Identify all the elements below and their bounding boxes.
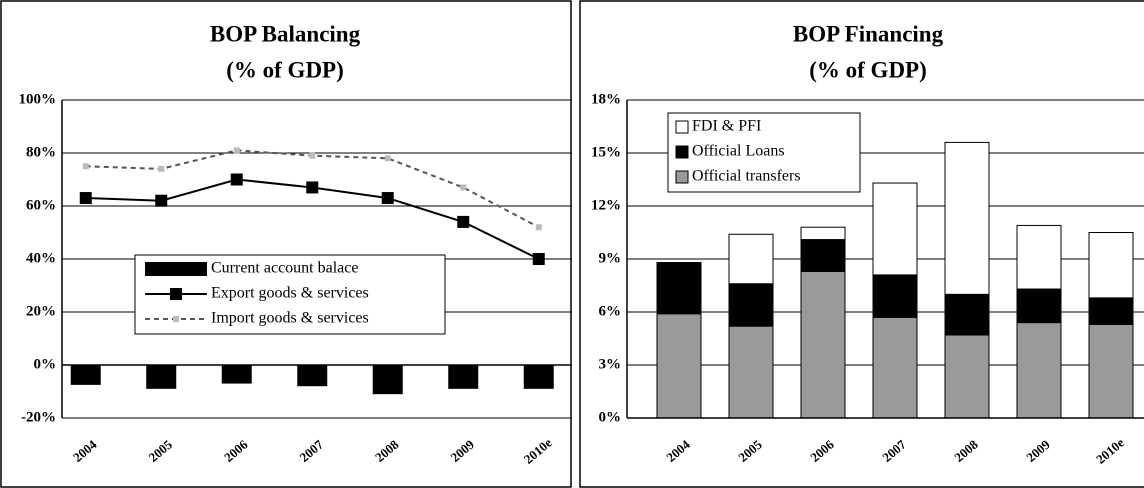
x-tick-label: 2008 [372, 436, 402, 465]
y-tick-label: 0% [34, 356, 57, 372]
bar-segment [1016, 322, 1062, 419]
bar-segment [872, 182, 918, 276]
chart-title: BOP Financing [793, 21, 944, 46]
marker [309, 152, 316, 159]
bar [523, 365, 554, 389]
bar [448, 365, 479, 389]
marker [381, 192, 394, 205]
bar [146, 365, 177, 389]
y-tick-label: 80% [26, 144, 56, 160]
legend-swatch [145, 262, 207, 276]
y-tick-label: 12% [591, 197, 621, 213]
x-tick-label: 2010e [1093, 435, 1127, 467]
legend-label: Current account balace [211, 260, 358, 277]
chart-subtitle: (% of GDP) [809, 57, 927, 82]
x-tick-label: 2005 [735, 436, 765, 465]
y-tick-label: -20% [21, 409, 56, 425]
x-tick-label: 2006 [807, 436, 837, 465]
marker [233, 147, 240, 154]
bar-segment [1016, 288, 1062, 324]
panel-border [579, 0, 1144, 488]
bar-segment [800, 239, 846, 272]
legend-label: Official transfers [692, 168, 801, 185]
bar [221, 365, 252, 384]
bar-segment [1016, 224, 1062, 290]
y-tick-label: 100% [19, 91, 57, 107]
legend-swatch [675, 120, 689, 134]
x-tick-label: 2009 [447, 436, 477, 465]
y-tick-label: 40% [26, 250, 56, 266]
x-tick-label: 2007 [296, 436, 326, 465]
x-tick-label: 2004 [70, 436, 100, 465]
marker [79, 192, 92, 205]
x-tick-label: 2010e [521, 435, 555, 467]
bar-segment [872, 274, 918, 318]
marker [535, 224, 542, 231]
bar-segment [656, 313, 702, 419]
panel-border [0, 0, 572, 488]
bar-segment [800, 226, 846, 241]
x-tick-label: 2007 [879, 436, 909, 465]
legend-marker [170, 288, 182, 300]
bar-segment [728, 325, 774, 419]
legend-marker [173, 316, 179, 322]
marker [457, 215, 470, 228]
marker [230, 173, 243, 186]
bar-segment [944, 293, 990, 336]
bar-segment [944, 141, 990, 295]
x-tick-label: 2005 [145, 436, 175, 465]
bar [372, 365, 403, 395]
marker [384, 155, 391, 162]
bar [297, 365, 328, 387]
marker [82, 163, 89, 170]
bar-segment [1088, 232, 1134, 299]
bar-segment [728, 283, 774, 327]
marker [532, 253, 545, 265]
legend-swatch [675, 170, 689, 184]
y-tick-label: 3% [599, 356, 622, 372]
legend-label: FDI & PFI [692, 118, 761, 135]
legend-swatch [675, 145, 689, 159]
marker [460, 184, 467, 191]
y-tick-label: 0% [599, 409, 622, 425]
y-tick-label: 9% [599, 250, 622, 266]
x-tick-label: 2006 [221, 436, 251, 465]
chart-title: BOP Balancing [210, 21, 361, 46]
marker [155, 194, 168, 207]
legend-label: Import goods & services [211, 310, 369, 327]
x-tick-label: 2004 [663, 436, 693, 465]
bar-segment [1088, 297, 1134, 325]
y-tick-label: 15% [591, 144, 621, 160]
legend-box [667, 112, 861, 193]
bar-segment [944, 334, 990, 419]
legend-label: Official Loans [692, 143, 785, 160]
bar-segment [872, 316, 918, 419]
bar-segment [656, 262, 702, 315]
x-tick-label: 2008 [951, 436, 981, 465]
bar-segment [1088, 323, 1134, 419]
chart-subtitle: (% of GDP) [226, 57, 344, 82]
marker [306, 181, 319, 194]
y-tick-label: 6% [599, 303, 622, 319]
y-tick-label: 20% [26, 303, 56, 319]
legend-label: Export goods & services [211, 285, 369, 302]
y-tick-label: 18% [591, 91, 621, 107]
bar [70, 365, 101, 385]
y-tick-label: 60% [26, 197, 56, 213]
bar-segment [800, 270, 846, 419]
marker [158, 165, 165, 172]
bar-segment [728, 233, 774, 285]
x-tick-label: 2009 [1023, 436, 1053, 465]
